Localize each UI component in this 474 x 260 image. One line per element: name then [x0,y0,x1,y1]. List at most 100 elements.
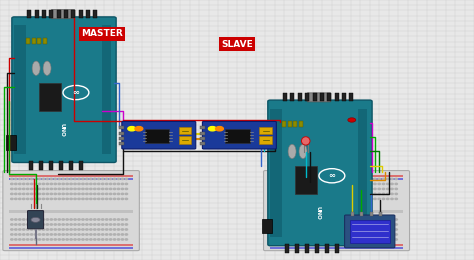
Circle shape [378,183,380,185]
Circle shape [38,178,41,180]
Circle shape [365,178,368,180]
Circle shape [322,229,325,230]
Circle shape [336,183,337,185]
Bar [270,247,403,249]
Circle shape [276,183,278,185]
Circle shape [50,188,53,190]
Circle shape [15,188,17,190]
Circle shape [23,178,25,180]
Circle shape [38,193,41,194]
Circle shape [15,193,17,194]
Circle shape [322,188,325,190]
Circle shape [395,229,397,230]
Circle shape [121,188,124,190]
Circle shape [395,239,397,240]
Circle shape [370,193,372,194]
Circle shape [66,229,68,230]
Bar [320,93,324,101]
Circle shape [23,224,25,225]
Circle shape [387,188,389,190]
Circle shape [46,219,49,220]
Circle shape [216,127,223,131]
Circle shape [391,198,393,200]
Circle shape [383,229,385,230]
Circle shape [66,224,68,225]
Circle shape [113,229,116,230]
Circle shape [297,229,300,230]
Bar [370,212,373,216]
Bar [200,137,205,140]
Circle shape [50,229,53,230]
Circle shape [387,193,389,194]
Bar [79,10,82,18]
Circle shape [336,198,337,200]
Circle shape [18,234,21,235]
Circle shape [54,239,56,240]
Circle shape [293,239,295,240]
Bar [293,121,297,127]
Circle shape [327,229,329,230]
Circle shape [35,224,37,225]
Circle shape [310,224,312,225]
Circle shape [46,198,49,200]
Circle shape [105,198,108,200]
Circle shape [344,234,346,235]
Bar [26,38,30,44]
Circle shape [374,229,376,230]
Circle shape [365,234,368,235]
Bar [49,10,53,18]
Bar [42,10,46,18]
Ellipse shape [32,61,40,75]
Circle shape [288,178,291,180]
Circle shape [331,198,334,200]
Circle shape [46,234,49,235]
Circle shape [310,239,312,240]
Circle shape [109,198,112,200]
Circle shape [113,198,116,200]
Circle shape [42,229,45,230]
Circle shape [301,219,304,220]
Circle shape [125,183,128,185]
Circle shape [361,178,364,180]
Ellipse shape [288,144,296,159]
Circle shape [15,178,17,180]
Circle shape [74,183,76,185]
Circle shape [322,178,325,180]
Circle shape [35,193,37,194]
Circle shape [46,239,49,240]
Circle shape [109,224,112,225]
Circle shape [353,178,355,180]
Circle shape [305,224,308,225]
Circle shape [322,183,325,185]
Circle shape [78,219,80,220]
Circle shape [276,229,278,230]
Circle shape [374,188,376,190]
Circle shape [327,193,329,194]
Circle shape [90,188,92,190]
Circle shape [391,183,393,185]
Text: ∞: ∞ [73,88,80,97]
Bar [86,10,90,18]
Bar [283,93,287,101]
Circle shape [58,183,61,185]
Circle shape [378,188,380,190]
Circle shape [378,198,380,200]
Circle shape [374,234,376,235]
FancyBboxPatch shape [307,93,331,102]
Circle shape [339,178,342,180]
Circle shape [113,188,116,190]
Circle shape [105,239,108,240]
Circle shape [344,183,346,185]
Circle shape [310,193,312,194]
Circle shape [66,239,68,240]
Circle shape [125,234,128,235]
Bar [358,109,367,237]
Circle shape [42,193,45,194]
Circle shape [387,198,389,200]
Circle shape [109,188,112,190]
Circle shape [125,188,128,190]
Circle shape [121,234,124,235]
FancyBboxPatch shape [122,121,196,149]
Circle shape [117,193,119,194]
Circle shape [54,188,56,190]
